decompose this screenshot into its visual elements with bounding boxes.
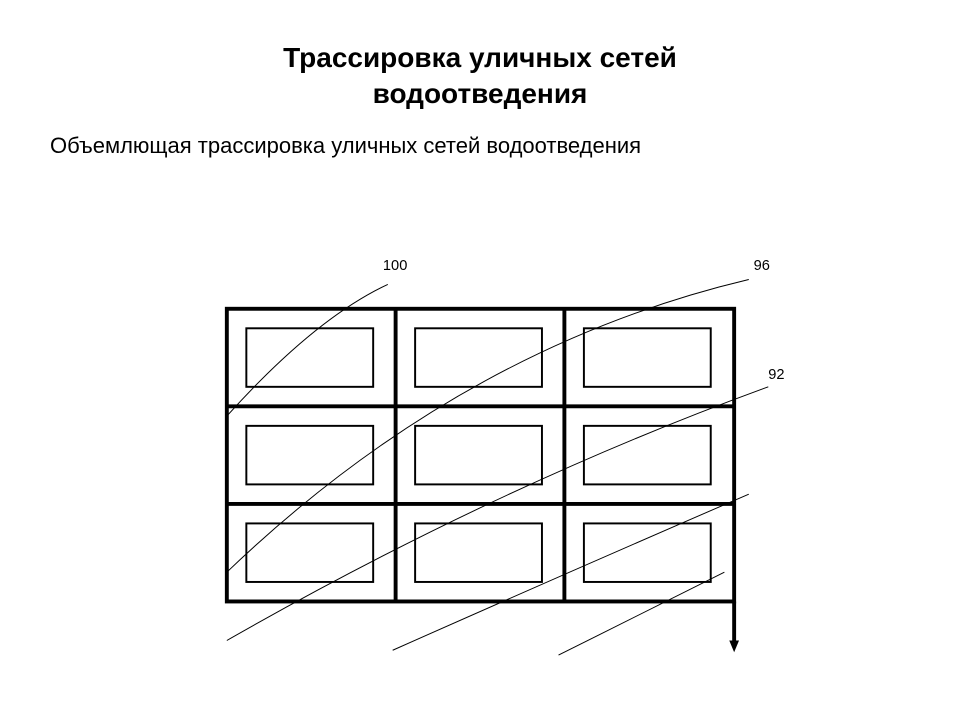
svg-text:100: 100: [383, 260, 407, 274]
title-line-1: Трассировка уличных сетей: [283, 42, 677, 73]
svg-text:96: 96: [754, 260, 770, 274]
subtitle: Объемлющая трассировка уличных сетей вод…: [0, 113, 960, 159]
title-line-2: водоотведения: [373, 78, 588, 109]
routing-diagram: 1009692: [190, 260, 770, 640]
diagram-svg: 100 96 92: [190, 260, 810, 660]
svg-text:92: 92: [768, 367, 784, 383]
page-title: Трассировка уличных сетей водоотведения: [0, 0, 960, 113]
